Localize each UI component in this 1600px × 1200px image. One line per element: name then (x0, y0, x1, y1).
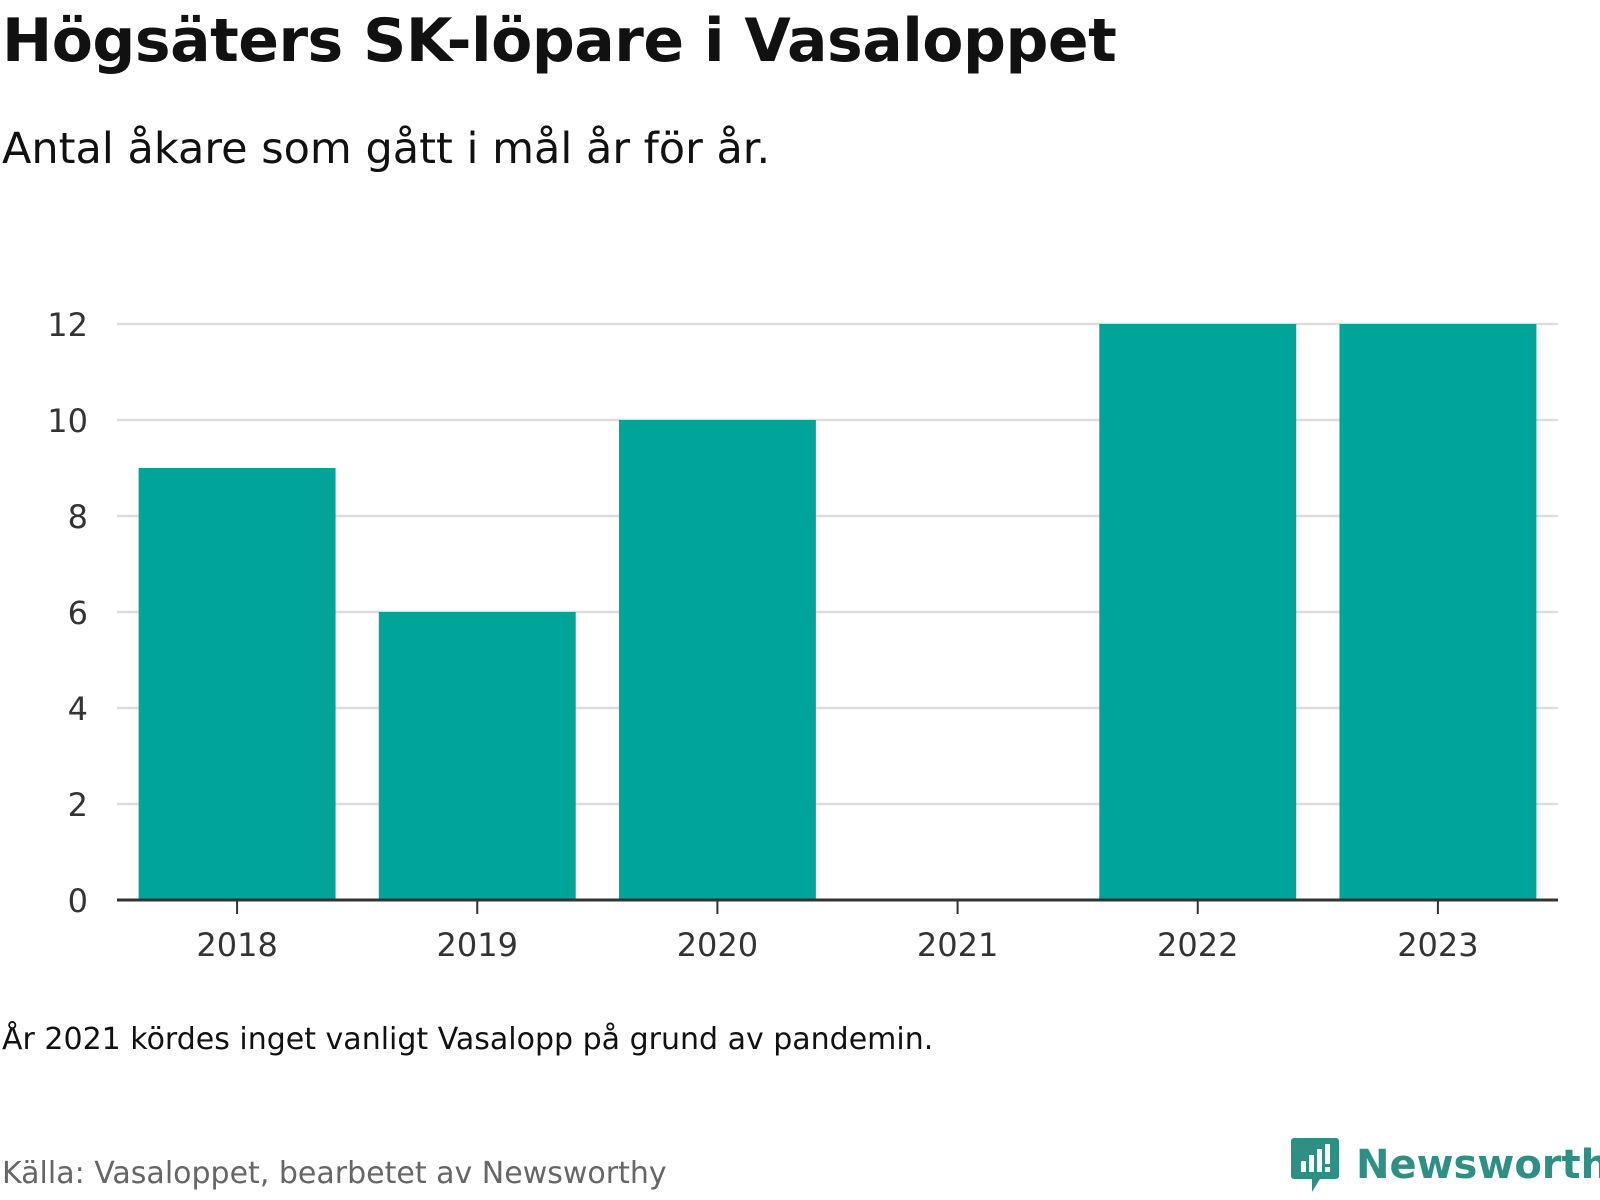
bar-2022 (1099, 324, 1297, 900)
y-tick-label: 6 (68, 594, 88, 632)
chart-title: Högsäters SK-löpare i Vasaloppet (2, 6, 1117, 76)
x-tick-label: 2023 (1397, 926, 1478, 960)
bar-2020 (618, 420, 816, 900)
y-tick-label: 2 (68, 786, 88, 824)
newsworthy-logo-icon (1291, 1138, 1339, 1192)
x-tick-label: 2018 (196, 926, 277, 960)
bar-2018 (138, 468, 336, 900)
x-tick-label: 2019 (437, 926, 518, 960)
source-text: Källa: Vasaloppet, bearbetet av Newswort… (2, 1156, 667, 1191)
y-tick-label: 10 (47, 402, 88, 440)
x-tick-label: 2021 (917, 926, 998, 960)
bar-2019 (378, 612, 576, 900)
bar-2023 (1339, 324, 1537, 900)
x-tick-label: 2020 (677, 926, 758, 960)
brand-name: Newsworthy (1356, 1142, 1600, 1188)
y-tick-label: 0 (68, 882, 88, 920)
bars (138, 324, 1537, 900)
y-tick-label: 8 (68, 498, 88, 536)
gridlines (117, 322, 1558, 806)
y-tick-label: 12 (47, 306, 88, 344)
chart-subtitle: Antal åkare som gått i mål år för år. (2, 124, 771, 174)
y-tick-label: 4 (68, 690, 88, 728)
chart-note: År 2021 kördes inget vanligt Vasalopp på… (2, 1022, 934, 1057)
x-axis: 2018 2019 2020 2021 2022 2023 (117, 898, 1558, 960)
brand-logo[interactable]: Newsworthy (1290, 1136, 1600, 1194)
y-axis-ticks: 0 2 4 6 8 10 12 (47, 306, 88, 920)
bar-chart: 0 2 4 6 8 10 12 2018 2019 2020 2021 2022 2023 (47, 306, 1558, 960)
x-tick-label: 2022 (1157, 926, 1238, 960)
